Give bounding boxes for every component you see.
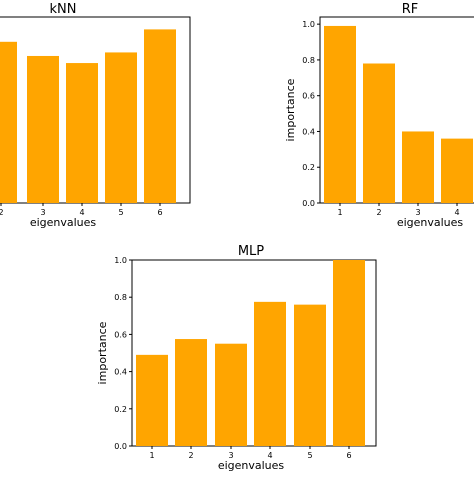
rf-ytick-label: 1.0 — [302, 20, 315, 29]
knn-xtick-label: 3 — [40, 208, 45, 217]
mlp-bars — [136, 260, 365, 446]
knn-bar-5 — [105, 52, 137, 203]
knn-xtick-label: 5 — [118, 208, 123, 217]
rf-bar-3 — [402, 131, 434, 203]
knn-xtick-label: 2 — [0, 208, 4, 217]
panel-rf: RF eigenvalues importance 1 2 3 4 0.0 0.2 0.4… — [284, 2, 474, 229]
rf-bar-4 — [441, 138, 473, 203]
rf-ytick-label: 0.6 — [302, 92, 315, 101]
rf-bar-1 — [324, 25, 356, 204]
knn-xtick-label: 6 — [157, 208, 162, 217]
mlp-xlabel: eigenvalues — [218, 459, 285, 472]
mlp-xtick-label: 3 — [228, 451, 233, 460]
knn-xticks: 2 3 4 5 6 — [0, 203, 163, 217]
rf-xtick-label: 1 — [337, 208, 342, 217]
mlp-xtick-label: 1 — [149, 451, 154, 460]
mlp-bar-2 — [175, 339, 207, 446]
knn-bar-2 — [0, 41, 17, 203]
mlp-xtick-label: 4 — [267, 451, 272, 460]
mlp-ytick-label: 0.4 — [114, 368, 127, 377]
mlp-ylabel: importance — [96, 321, 109, 384]
rf-ytick-label: 0.2 — [302, 163, 315, 172]
knn-bars — [0, 29, 176, 204]
panel-mlp: MLP eigenvalues importance 1 2 3 4 5 6 0.0 0.2… — [96, 244, 377, 472]
mlp-ytick-label: 0.6 — [114, 330, 127, 339]
mlp-ytick-label: 0.0 — [114, 442, 127, 451]
rf-ylabel: importance — [284, 78, 297, 141]
mlp-bar-6 — [333, 260, 365, 446]
knn-title: kNN — [50, 2, 77, 17]
mlp-bar-4 — [254, 301, 286, 446]
knn-bar-6 — [144, 29, 176, 204]
knn-bar-3 — [27, 55, 59, 203]
rf-ytick-label: 0.8 — [302, 56, 315, 65]
rf-bars — [324, 25, 473, 204]
mlp-xtick-label: 6 — [346, 451, 351, 460]
mlp-xticks: 1 2 3 4 5 6 — [149, 446, 352, 460]
mlp-bar-1 — [136, 354, 168, 446]
mlp-title: MLP — [238, 244, 264, 259]
mlp-ytick-label: 0.2 — [114, 405, 127, 414]
mlp-xtick-label: 2 — [188, 451, 193, 460]
mlp-bar-5 — [294, 304, 326, 446]
knn-xlabel: eigenvalues — [30, 216, 97, 229]
mlp-ytick-label: 1.0 — [114, 256, 127, 265]
rf-xtick-label: 2 — [376, 208, 381, 217]
rf-xtick-label: 3 — [415, 208, 420, 217]
mlp-xtick-label: 5 — [307, 451, 312, 460]
rf-ytick-label: 0.4 — [302, 127, 315, 136]
rf-bar-2 — [363, 63, 395, 203]
mlp-ytick-label: 0.8 — [114, 293, 127, 302]
rf-ytick-label: 0.0 — [302, 199, 315, 208]
knn-bar-4 — [66, 63, 98, 203]
rf-xlabel: eigenvalues — [397, 216, 464, 229]
mlp-bar-3 — [215, 343, 247, 446]
rf-yticks: 0.0 0.2 0.4 0.6 0.8 1.0 — [302, 20, 320, 208]
mlp-yticks: 0.0 0.2 0.4 0.6 0.8 1.0 — [114, 256, 132, 451]
panel-knn: kNN eigenvalues 2 3 4 5 6 — [0, 2, 191, 229]
rf-xtick-label: 4 — [454, 208, 459, 217]
rf-xticks: 1 2 3 4 — [337, 203, 460, 217]
knn-xtick-label: 4 — [79, 208, 84, 217]
rf-title: RF — [402, 2, 419, 17]
